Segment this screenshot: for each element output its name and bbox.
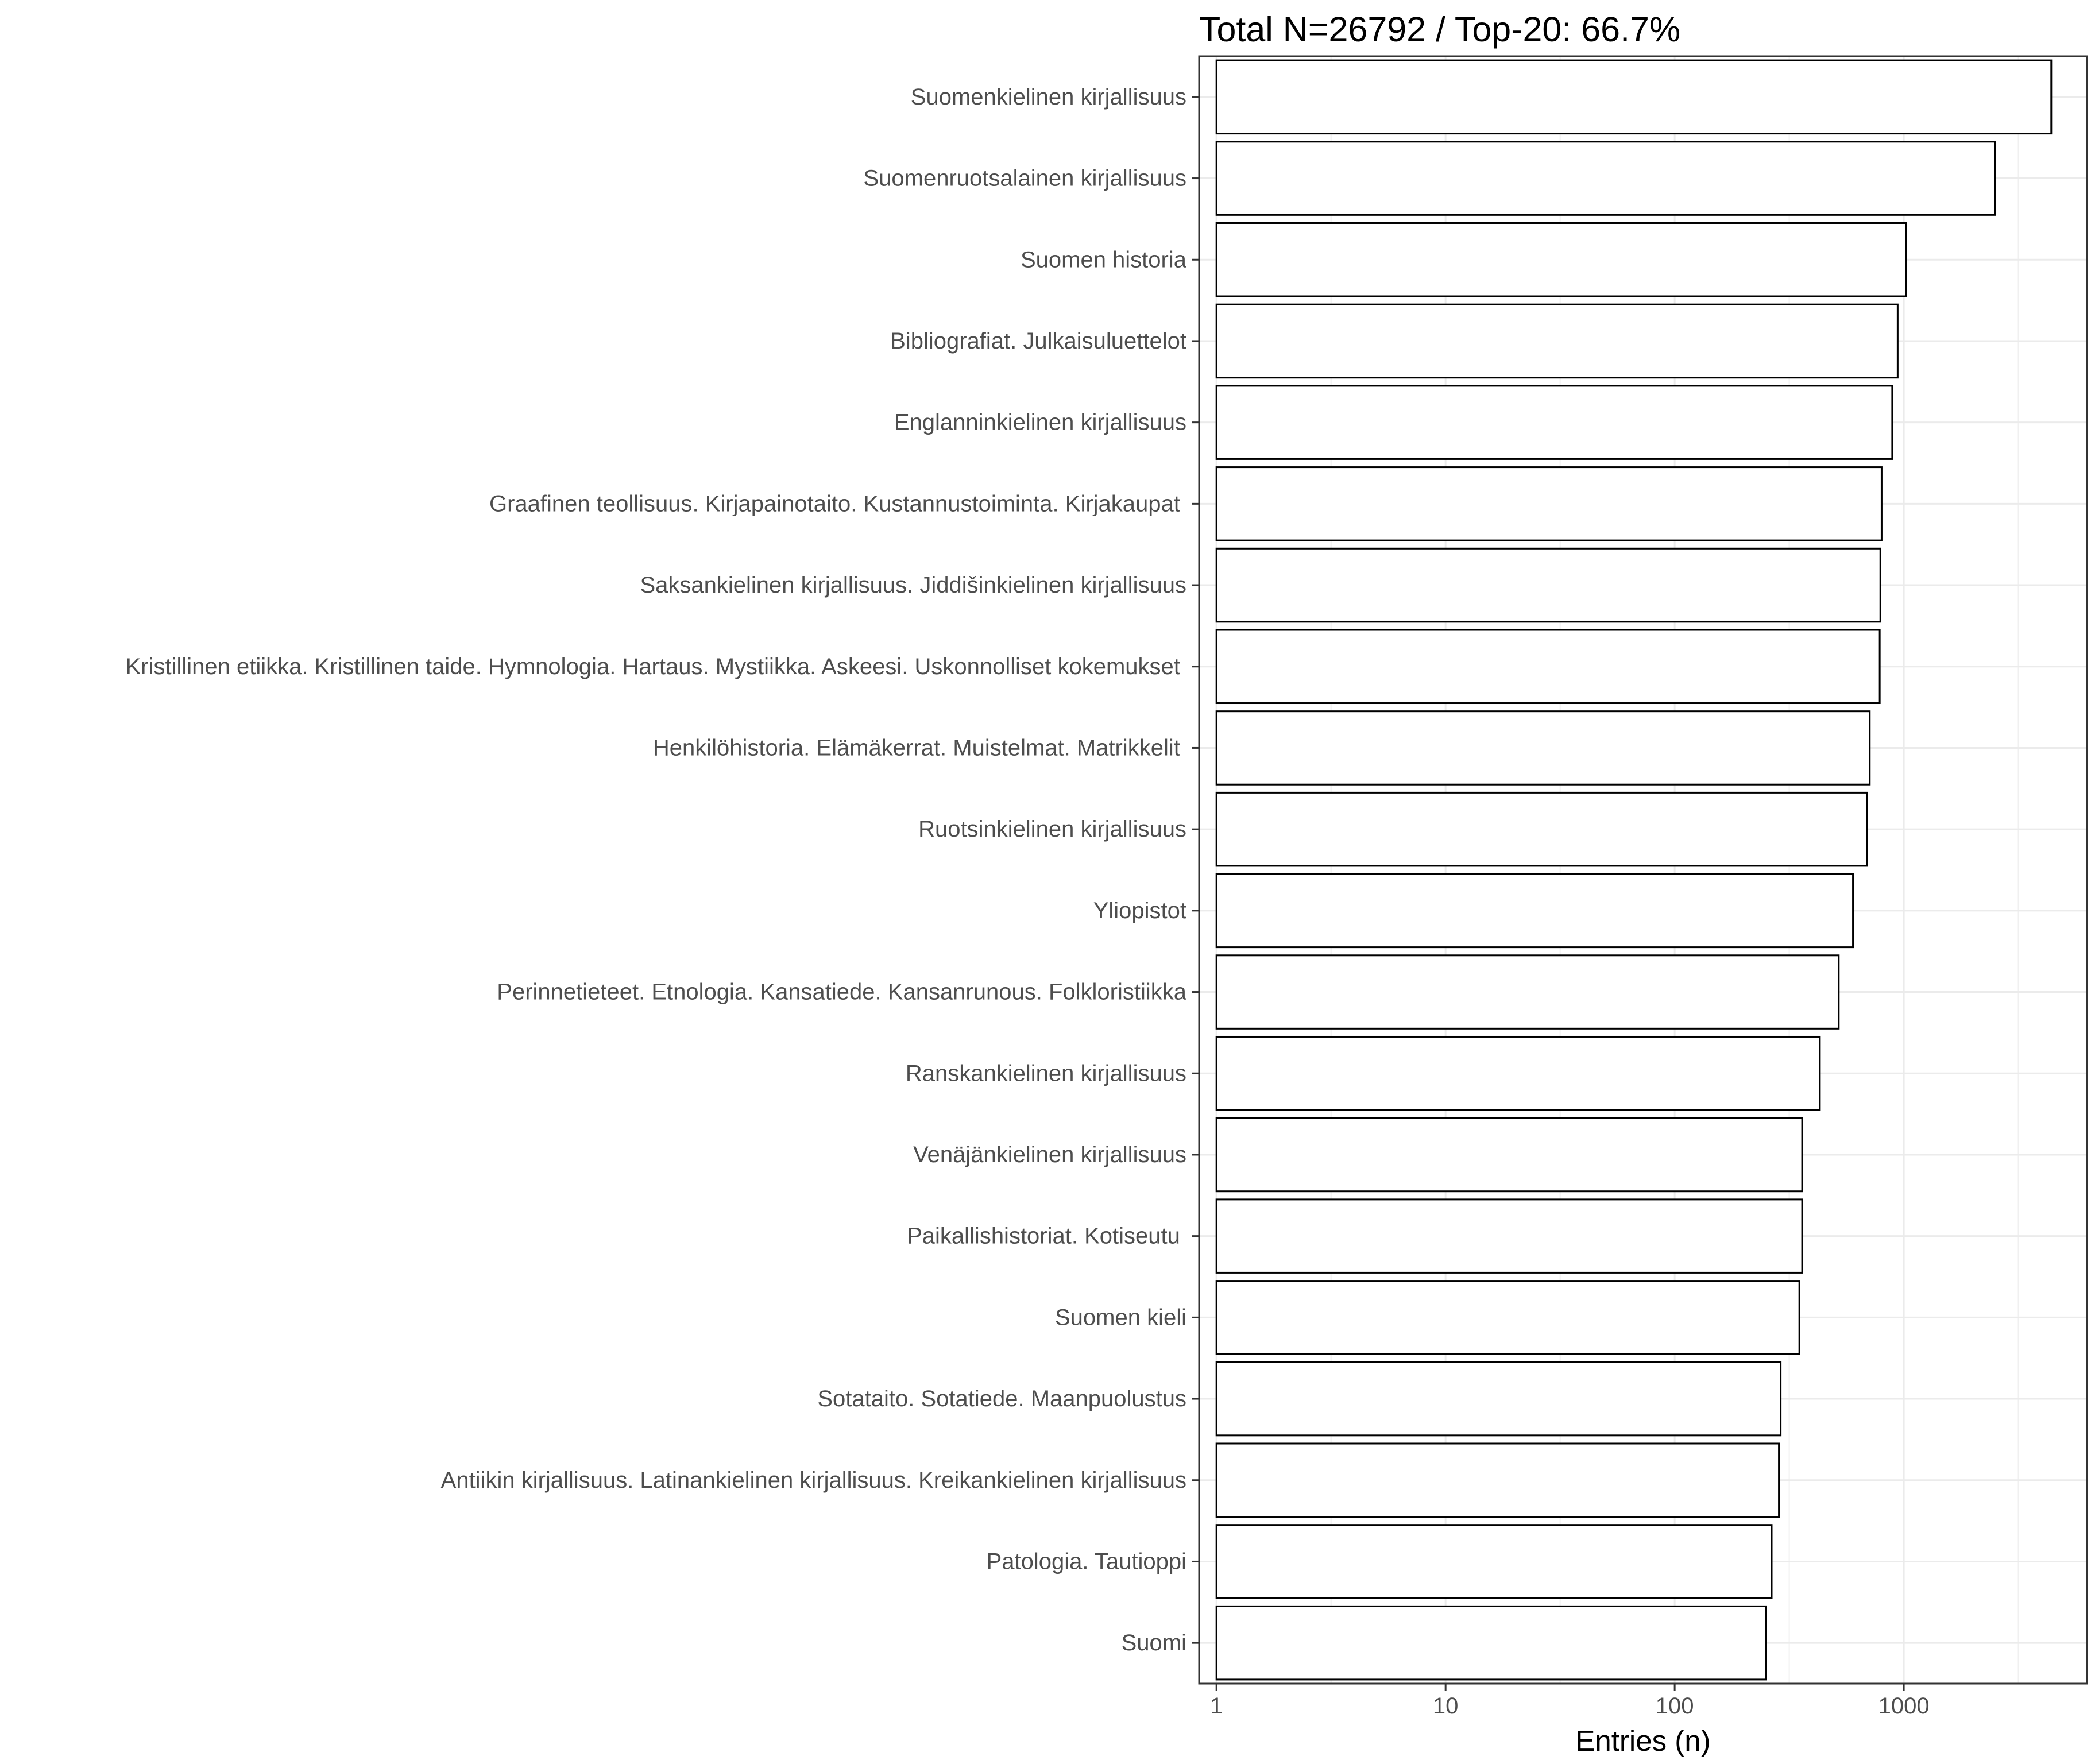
category-label: Ranskankielinen kirjallisuus [906, 1061, 1186, 1086]
category-label: Patologia. Tautioppi [987, 1549, 1186, 1574]
category-label: Suomenruotsalainen kirjallisuus [863, 166, 1186, 191]
bar [1215, 1524, 1773, 1599]
category-label: Venäjänkielinen kirjallisuus [913, 1142, 1186, 1167]
panel-border [1198, 55, 2088, 1685]
bar [1215, 1442, 1780, 1518]
x-tick-label: 10 [1433, 1693, 1459, 1719]
x-tick-label: 1000 [1878, 1693, 1930, 1719]
category-label: Perinnetieteet. Etnologia. Kansatiede. K… [497, 980, 1186, 1005]
y-axis: Suomenkielinen kirjallisuus Suomenruotsal… [126, 84, 1199, 1655]
category-label: Suomi [1122, 1630, 1186, 1655]
bar [1215, 1605, 1767, 1681]
category-label: Saksankielinen kirjallisuus. Jiddišinkie… [640, 572, 1186, 598]
bar [1215, 385, 1893, 460]
bar [1215, 141, 1996, 216]
category-label: Paikallishistoriat. Kotiseutu [907, 1224, 1186, 1249]
x-axis: 1 10 100 1000 [1210, 1684, 1930, 1719]
category-label: Graafinen teollisuus. Kirjapainotaito. K… [489, 491, 1186, 516]
bar [1215, 1117, 1803, 1193]
bar [1215, 1035, 1821, 1111]
bar [1215, 791, 1868, 867]
category-label: Henkilöhistoria. Elämäkerrat. Muistelmat… [653, 735, 1186, 760]
bar [1215, 303, 1899, 379]
bar [1215, 629, 1881, 705]
category-label: Kristillinen etiikka. Kristillinen taide… [126, 654, 1186, 679]
category-label: Ruotsinkielinen kirjallisuus [918, 817, 1186, 842]
category-label: Suomen kieli [1055, 1305, 1186, 1330]
bar [1215, 873, 1854, 949]
bar [1215, 1361, 1782, 1437]
bars [1215, 59, 2053, 1681]
bar [1215, 466, 1883, 541]
x-tick-label: 100 [1656, 1693, 1694, 1719]
category-label: Sotataito. Sotatiede. Maanpuolustus [817, 1386, 1186, 1411]
bar [1215, 954, 1840, 1030]
bar [1215, 547, 1881, 623]
bar [1215, 59, 2053, 135]
chart-title: Total N=26792 / Top-20: 66.7% [1199, 10, 1680, 49]
category-label: Suomen historia [1021, 247, 1187, 272]
category-label: Suomenkielinen kirjallisuus [911, 84, 1186, 110]
x-tick-label: 1 [1210, 1693, 1223, 1719]
category-label: Bibliografiat. Julkaisuluettelot [890, 328, 1186, 354]
bar [1215, 222, 1907, 297]
bar [1215, 710, 1871, 786]
x-axis-title: Entries (n) [1575, 1724, 1710, 1757]
category-label: Yliopistot [1093, 898, 1186, 923]
bar [1215, 1280, 1800, 1355]
category-label: Antiikin kirjallisuus. Latinankielinen k… [441, 1468, 1186, 1493]
bar [1215, 1198, 1803, 1274]
category-label: Englanninkielinen kirjallisuus [894, 410, 1186, 435]
